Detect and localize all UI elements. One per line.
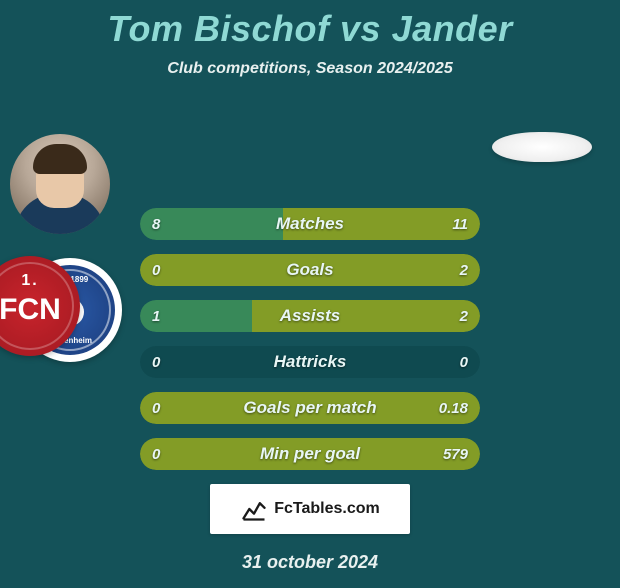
club-right-top-text: 1. [21, 272, 38, 290]
attribution-badge: FcTables.com [210, 484, 410, 534]
avatar-hair [33, 144, 87, 174]
bar-bg [140, 346, 480, 378]
stat-bar: 0579Min per goal [140, 438, 480, 470]
player-left-avatar [8, 132, 112, 236]
stat-bar: 02Goals [140, 254, 480, 286]
stat-row: 12Assists [140, 300, 480, 332]
stat-right-value: 0 [460, 346, 468, 378]
stat-left-value: 8 [152, 208, 160, 240]
stat-bar: 00Hattricks [140, 346, 480, 378]
stat-right-value: 0.18 [439, 392, 468, 424]
bar-fill-left [140, 208, 283, 240]
stat-left-value: 0 [152, 392, 160, 424]
player-right-avatar-placeholder [492, 132, 592, 162]
stat-left-value: 0 [152, 346, 160, 378]
stat-right-value: 11 [452, 208, 468, 240]
stat-row: 02Goals [140, 254, 480, 286]
stat-left-value: 0 [152, 254, 160, 286]
bar-fill-right [140, 438, 480, 470]
page-title: Tom Bischof vs Jander [0, 8, 620, 50]
stat-right-value: 579 [443, 438, 468, 470]
bar-fill-right [283, 208, 480, 240]
stat-bar: 12Assists [140, 300, 480, 332]
stat-row: 811Matches [140, 208, 480, 240]
bar-fill-right [140, 392, 480, 424]
stat-row: 00Hattricks [140, 346, 480, 378]
stat-left-value: 1 [152, 300, 160, 332]
chart-icon [240, 495, 268, 523]
date-text: 31 october 2024 [0, 552, 620, 573]
bar-fill-right [140, 254, 480, 286]
stat-right-value: 2 [460, 300, 468, 332]
bar-fill-right [252, 300, 480, 332]
stat-right-value: 2 [460, 254, 468, 286]
subtitle: Club competitions, Season 2024/2025 [0, 60, 620, 78]
stat-left-value: 0 [152, 438, 160, 470]
attribution-text: FcTables.com [274, 500, 380, 518]
stat-bar: 00.18Goals per match [140, 392, 480, 424]
stat-row: 0579Min per goal [140, 438, 480, 470]
stat-bar: 811Matches [140, 208, 480, 240]
stat-row: 00.18Goals per match [140, 392, 480, 424]
